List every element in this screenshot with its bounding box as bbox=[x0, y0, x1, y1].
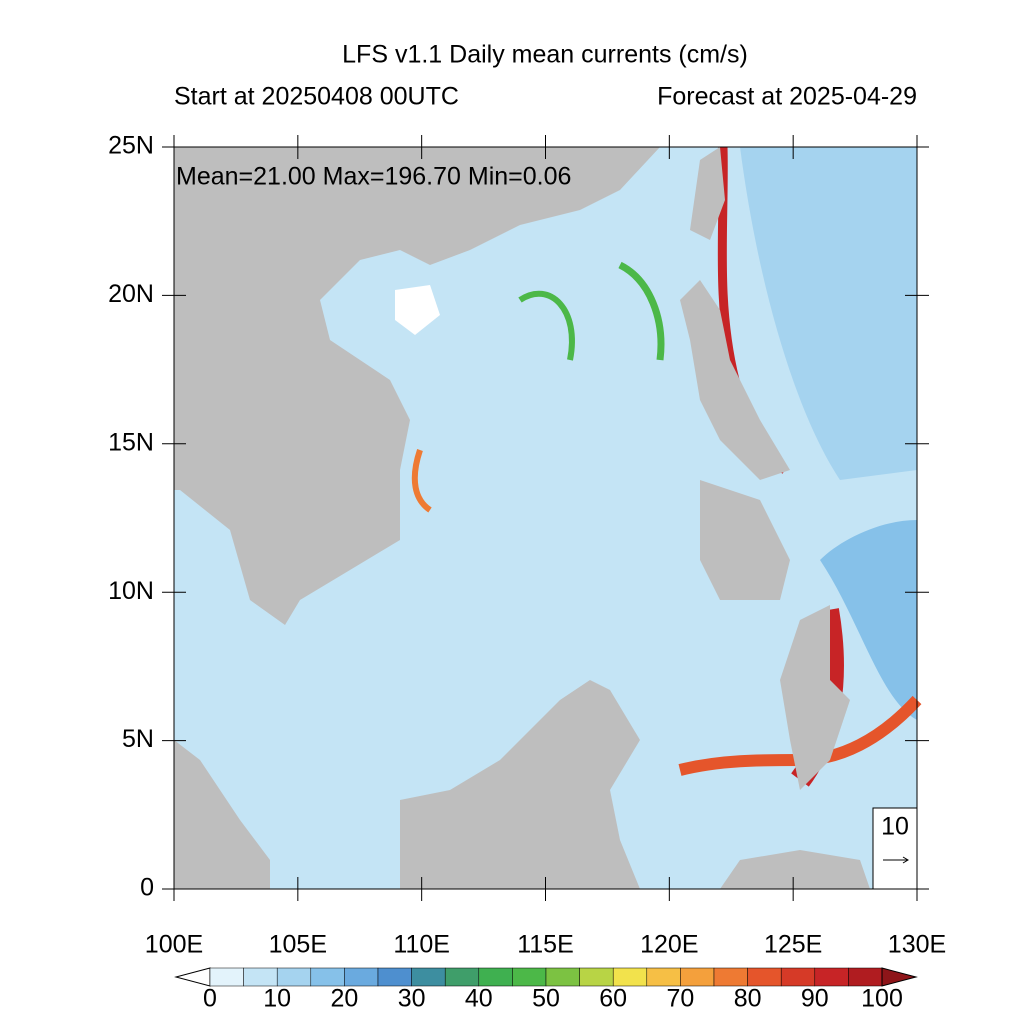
y-tick-label: 20N bbox=[108, 280, 154, 308]
colorbar-box bbox=[545, 967, 580, 987]
colorbar-box bbox=[579, 967, 614, 987]
ref-vector-box bbox=[872, 807, 918, 890]
x-tick-label: 125E bbox=[764, 931, 822, 959]
colorbar-label: 50 bbox=[532, 985, 560, 1013]
colorbar-box bbox=[747, 967, 782, 987]
current-streak bbox=[618, 261, 665, 361]
land bbox=[174, 740, 270, 889]
colorbar-box bbox=[680, 967, 715, 987]
subtitle-right: Forecast at 2025-04-29 bbox=[657, 83, 917, 111]
y-tick-label: 0 bbox=[140, 874, 154, 902]
colorbar-box bbox=[411, 967, 446, 987]
x-tick-label: 105E bbox=[269, 931, 327, 959]
colorbar-box bbox=[780, 967, 816, 987]
stats: Mean=21.00 Max=196.70 Min=0.06 bbox=[176, 163, 571, 191]
land bbox=[700, 480, 790, 600]
ocean-shade bbox=[820, 520, 917, 720]
ocean-shade bbox=[740, 147, 917, 480]
colorbar-box bbox=[814, 967, 849, 987]
colorbar-box bbox=[512, 967, 547, 987]
colorbar-label: 10 bbox=[263, 985, 291, 1013]
current-streak bbox=[411, 449, 432, 513]
current-streak bbox=[518, 290, 575, 361]
subtitle-left: Start at 20250408 00UTC bbox=[174, 83, 459, 111]
colorbar-label: 80 bbox=[734, 985, 762, 1013]
colorbar-box bbox=[612, 967, 648, 987]
colorbar-label: 30 bbox=[398, 985, 426, 1013]
colorbar-label: 0 bbox=[203, 985, 217, 1013]
x-tick-label: 110E bbox=[393, 931, 450, 959]
x-tick-label: 100E bbox=[145, 931, 203, 959]
y-tick-label: 10N bbox=[108, 577, 154, 605]
land bbox=[780, 605, 850, 790]
x-tick-label: 130E bbox=[888, 931, 946, 959]
y-tick-label: 25N bbox=[108, 132, 154, 160]
colorbar-label: 20 bbox=[330, 985, 358, 1013]
colorbar-box bbox=[344, 967, 379, 987]
colorbar-box bbox=[444, 967, 480, 987]
y-tick-label: 5N bbox=[122, 725, 154, 753]
chart-title: LFS v1.1 Daily mean currents (cm/s) bbox=[342, 41, 748, 69]
colorbar-box bbox=[377, 967, 412, 987]
ref-vector-label: 10 bbox=[881, 813, 909, 841]
colorbar-box bbox=[646, 967, 681, 987]
colorbar-label: 70 bbox=[666, 985, 694, 1013]
y-tick-label: 15N bbox=[108, 428, 154, 456]
land bbox=[690, 147, 725, 240]
current-field bbox=[174, 146, 922, 889]
land bbox=[174, 147, 660, 625]
x-tick-label: 115E bbox=[517, 931, 574, 959]
colorbar-label: 60 bbox=[599, 985, 627, 1013]
land bbox=[720, 850, 870, 889]
land bbox=[680, 280, 790, 480]
colorbar-box bbox=[276, 967, 312, 987]
x-tick-label: 120E bbox=[640, 931, 698, 959]
colorbar-label: 90 bbox=[801, 985, 829, 1013]
land bbox=[400, 680, 640, 889]
island bbox=[395, 285, 440, 335]
colorbar-box bbox=[209, 967, 244, 987]
colorbar-end bbox=[881, 967, 918, 987]
colorbar-box bbox=[310, 967, 345, 987]
colorbar-label: 100 bbox=[861, 985, 903, 1013]
colorbar-box bbox=[243, 967, 278, 987]
colorbar-end bbox=[174, 967, 211, 987]
colorbar-label: 40 bbox=[465, 985, 493, 1013]
colorbar-box bbox=[848, 967, 883, 987]
ref-vector-arrowhead bbox=[902, 856, 909, 864]
colorbar-box bbox=[713, 967, 748, 987]
colorbar-box bbox=[478, 967, 513, 987]
